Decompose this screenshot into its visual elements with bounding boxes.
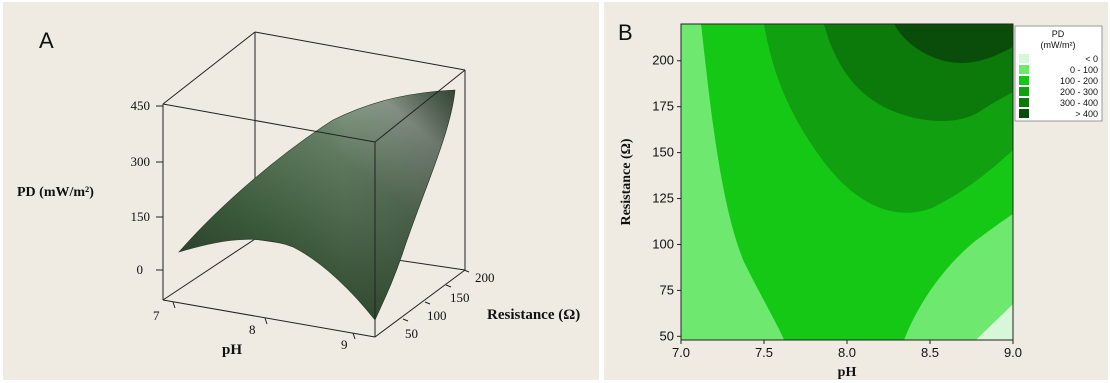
y-tick-label: 175 (652, 99, 674, 114)
panel-a-surface-plot: A (3, 2, 599, 380)
y-axis-label: Resistance (Ω) (619, 138, 634, 225)
x-axis-label: pH (222, 342, 242, 358)
panel-label-b: B (618, 20, 633, 45)
contour-level-0-100-right (904, 264, 1013, 340)
x-axis-label: pH (838, 365, 857, 380)
legend-entry-label: 300 - 400 (1060, 98, 1098, 108)
legend-entry-label: 0 - 100 (1070, 65, 1098, 75)
y-tick-label: 125 (652, 191, 674, 206)
legend-swatch (1019, 87, 1029, 96)
x-tick-label: 8.0 (838, 345, 856, 360)
contour-plot-svg: 7.0 7.5 8.0 8.5 9.0 50 75 100 125 150 175 200 pH R… (619, 23, 1103, 380)
legend-entry-label: > 400 (1075, 109, 1098, 119)
legend-entry-label: < 0 (1085, 54, 1098, 64)
y-tick-label: 100 (427, 308, 447, 323)
z-tick-label: 300 (131, 154, 151, 169)
y-tick-label: 200 (475, 270, 495, 285)
legend-swatch (1019, 54, 1029, 63)
x-tick-marks (172, 301, 356, 340)
surface-plot-svg: 450 300 150 0 PD (mW/m²) 7 8 9 pH 50 100 (17, 31, 580, 358)
y-tick-label: 50 (660, 328, 674, 343)
legend-swatch (1019, 98, 1029, 107)
contour-level-gt-400 (894, 24, 1013, 63)
panel-b-contour-plot: B 7.0 7.5 8.0 8.5 9.0 50 75 100 125 150 175 200 (604, 2, 1108, 380)
legend-title-units: (mW/m²) (1041, 40, 1076, 50)
legend-swatch (1019, 109, 1029, 118)
x-tick-label: 7.5 (755, 345, 773, 360)
z-tick-label: 450 (131, 98, 151, 113)
x-tick-label: 8.5 (921, 345, 939, 360)
x-tick-label: 7.0 (672, 345, 690, 360)
legend-swatch (1019, 65, 1029, 74)
x-tick-label: 9 (341, 337, 348, 352)
y-axis-label: Resistance (Ω) (487, 307, 580, 323)
x-axis-ticks: 7.0 7.5 8.0 8.5 9.0 (672, 340, 1022, 360)
y-tick-label: 75 (660, 282, 674, 297)
legend-box (1014, 25, 1103, 122)
y-tick-label: 150 (450, 290, 470, 305)
panel-label-a: A (39, 28, 54, 53)
legend-entry-label: 100 - 200 (1060, 76, 1098, 86)
z-tick-label: 150 (131, 209, 151, 224)
y-tick-label: 150 (652, 145, 674, 160)
legend-entry-label: 200 - 300 (1060, 87, 1098, 97)
x-tick-label: 8 (249, 322, 256, 337)
x-tick-label: 9.0 (1004, 345, 1022, 360)
x-tick-label: 7 (153, 308, 160, 323)
y-tick-marks (402, 269, 470, 322)
z-tick-marks (156, 105, 163, 271)
contour-level-lt-0 (976, 304, 1013, 340)
y-tick-label: 50 (405, 326, 418, 341)
z-axis-label: PD (mW/m²) (17, 185, 94, 200)
legend-title: PD (1052, 29, 1065, 39)
legend-swatch (1019, 76, 1029, 85)
contour-regions (681, 24, 1013, 340)
y-tick-label: 200 (652, 53, 674, 68)
y-tick-label: 100 (652, 236, 674, 251)
y-axis-ticks: 50 75 100 125 150 175 200 (652, 53, 681, 343)
contour-level-0-100-left (681, 102, 739, 340)
box-front-edges (162, 69, 466, 338)
z-tick-label: 0 (137, 262, 144, 277)
